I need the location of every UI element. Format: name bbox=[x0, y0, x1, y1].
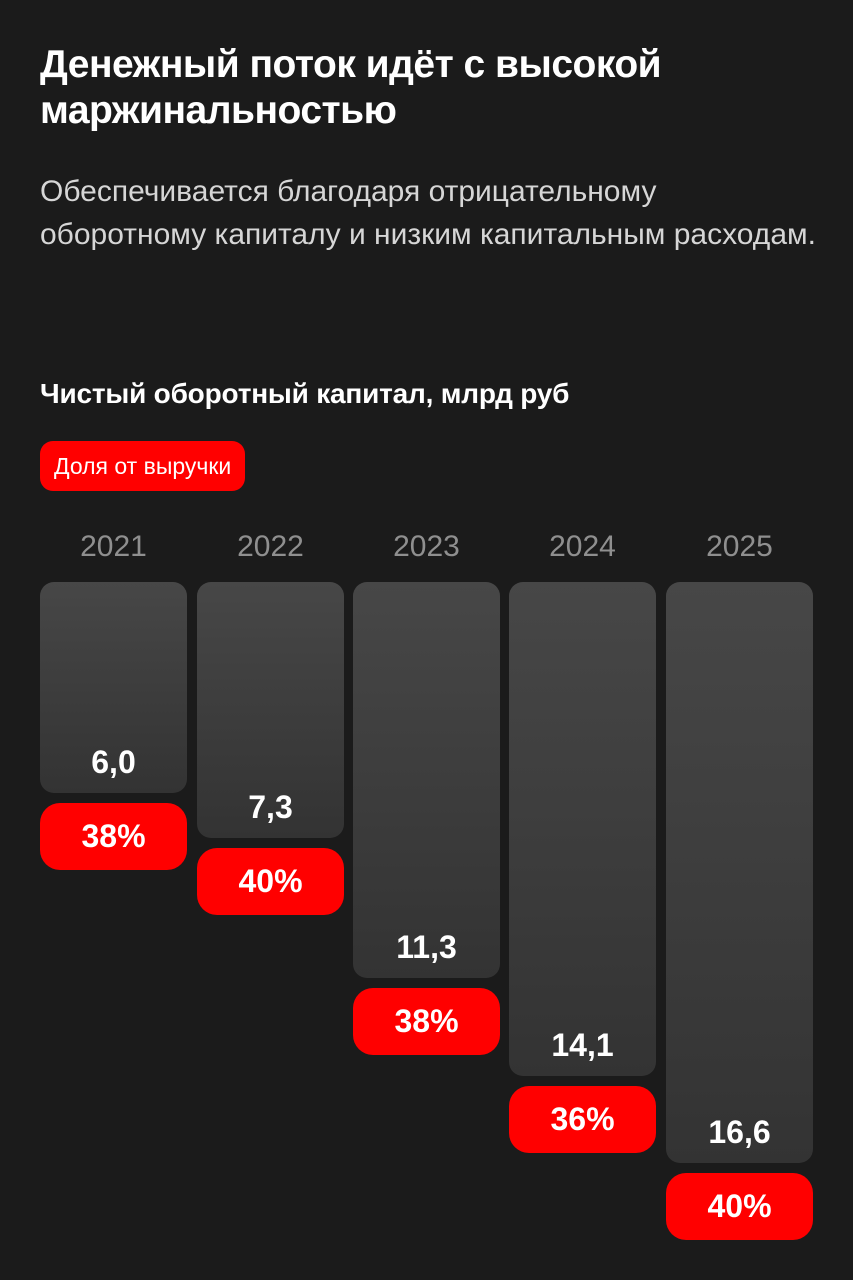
bar: 14,1 bbox=[509, 582, 656, 1076]
share-badge: 40% bbox=[197, 848, 344, 916]
bar: 16,6 bbox=[666, 582, 813, 1163]
year-label: 2023 bbox=[393, 530, 460, 563]
legend-badge-revenue-share: Доля от выручки bbox=[40, 441, 246, 491]
share-badge: 40% bbox=[666, 1173, 813, 1240]
page-title: Денежный поток идёт с высокой маржинальн… bbox=[40, 43, 662, 132]
page-subtitle: Обеспечивается благодаря отрицательному … bbox=[40, 175, 816, 251]
bar-value: 11,3 bbox=[396, 929, 457, 965]
bar: 7,3 bbox=[197, 582, 344, 839]
year-label: 2024 bbox=[549, 530, 616, 563]
bar-value: 6,0 bbox=[91, 744, 136, 780]
year-label: 2021 bbox=[80, 530, 147, 563]
bar: 6,0 bbox=[40, 582, 187, 793]
chart-title: Чистый оборотный капитал, млрд руб bbox=[40, 378, 570, 409]
share-badge: 36% bbox=[509, 1085, 656, 1153]
bar: 11,3 bbox=[353, 582, 500, 978]
share-badge: 38% bbox=[353, 988, 500, 1055]
year-label: 2025 bbox=[706, 530, 773, 563]
share-badge: 38% bbox=[40, 803, 187, 870]
bar-value: 7,3 bbox=[248, 789, 293, 826]
bar-value: 16,6 bbox=[708, 1114, 771, 1150]
bar-value: 14,1 bbox=[551, 1026, 614, 1063]
year-label: 2022 bbox=[237, 530, 304, 563]
